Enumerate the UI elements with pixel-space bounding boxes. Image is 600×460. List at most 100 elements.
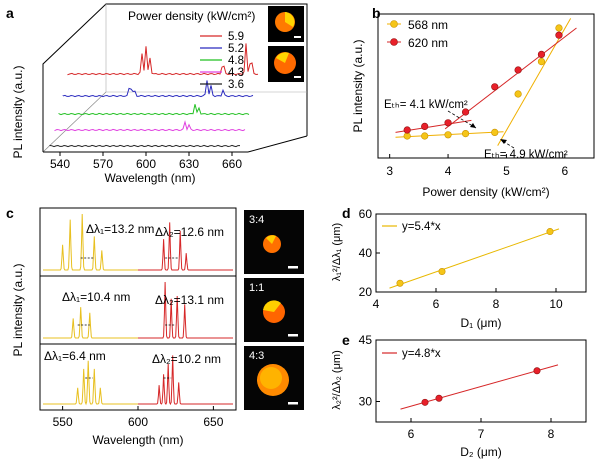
panel-d-ytick-label: 40 [359,246,373,260]
panel-c-xtick-label: 550 [53,415,73,429]
panel-d-point [546,228,554,236]
panel-label-c: c [6,205,14,221]
panel-b-xtick-label: 6 [561,164,568,178]
legend-label-5.2: 5.2 [228,43,244,55]
panel-d-ytick-label: 20 [359,285,373,299]
point-568 [403,132,411,140]
panel-d-xlabel: D₁ (μm) [461,316,502,330]
panel-e-point [533,367,541,375]
image-row3-scalebar [288,402,298,405]
panel-e-ytick-label: 45 [359,333,373,347]
panel-d-legend: y=5.4*x [382,221,441,233]
delta-lambda1-row3: Δλ₁=6.4 nm [44,349,106,363]
panel-e-point [435,394,443,402]
annotation-eth-41-arrowhead [470,123,476,128]
legend-label-5.9: 5.9 [228,31,244,43]
panel-b-xlabel: Power density (kW/cm²) [422,185,549,199]
panel-label-e: e [342,332,350,348]
image-row2-yellow [263,300,281,312]
panel-c-images: 3:4 1:1 4:3 [244,210,304,410]
image-row1-scalebar [288,266,298,269]
panel-d-point [396,279,404,287]
image-row1-ratio: 3:4 [249,214,264,226]
panel-b-frame [377,13,595,159]
inset-bottom-scalebar [294,76,301,78]
panel-d-xtick-label: 6 [433,297,440,311]
panel-d-point [438,268,446,276]
panel-e-legend: y=4.8*x [382,348,441,360]
legend-568-marker [390,20,398,28]
image-row1-yellow [266,235,276,244]
spectrum-red-row3 [138,355,233,406]
panel-label-a: a [6,5,14,21]
panel-e-plot [400,364,559,410]
panel-a-ylabel: PL intensity (a.u.) [11,66,25,159]
panel-a-legend-title: Power density (kW/cm²) [128,9,255,23]
spectrum-yellow-row2 [43,307,138,339]
point-620 [555,31,563,39]
spectrum-yellow-row1 [43,213,138,271]
delta-lambda2-row2: Δλ₂=13.1 nm [155,293,224,307]
panel-d-ytick-label: 60 [359,207,373,221]
spectrum-yellow-row3 [43,360,138,406]
spectrum-5.2 [62,80,254,98]
panel-a-insets [268,6,304,82]
panel-d-legend-label: y=5.4*x [402,221,441,233]
panel-d-xtick-label: 10 [549,297,563,311]
panel-e-ylabel: λ₂²/Δλ₂ (μm) [331,350,343,410]
panel-a-xtick-label: 600 [136,157,156,171]
panel-c-row2-frame [39,275,237,345]
inset-top-yellow [285,12,295,27]
spectrum-3.6 [49,144,240,148]
point-620 [421,122,429,130]
frame-right-edge [247,135,308,153]
panel-c-xlabel: Wavelength (nm) [93,433,184,447]
image-row2-ratio: 1:1 [249,282,264,294]
panel-d-ylabel: λ₁²/Δλ₁ (μm) [331,223,343,281]
spectrum-5.9 [67,43,259,76]
point-568 [491,128,499,136]
annotation-eth-41: Eₜₕ= 4.1 kW/cm² [384,99,468,111]
panel-label-b: b [372,5,381,21]
point-568 [461,130,470,138]
panel-e-legend-label: y=4.8*x [402,348,441,360]
legend-label-4.3: 4.3 [228,67,244,79]
panel-d-plot [389,228,560,289]
panel-label-d: d [342,205,351,221]
frame-depth-edge [42,91,107,153]
panel-b-ylabel: PL intensity (a.u.) [351,40,365,133]
panel-a-xtick-label: 660 [222,157,242,171]
panel-b-legend: 568 nm 620 nm [387,18,448,50]
annotation-eth-49-arrowhead [500,139,507,144]
point-620 [491,83,499,91]
panel-c-labels: Δλ₁=13.2 nm Δλ₂=12.6 nm Δλ₁=10.4 nm Δλ₂=13.… [44,222,224,379]
point-620 [444,119,452,127]
image-row3-ratio: 4:3 [249,350,264,362]
delta-lambda2-row3: Δλ₂=10.2 nm [152,352,221,366]
panel-a-xticks: 540 570 600 630 660 [50,152,242,171]
annotation-eth-41-arrow [447,110,477,129]
point-568 [555,24,563,32]
panel-b-xtick-label: 3 [386,164,393,178]
panel-c-xtick-label: 600 [128,415,148,429]
spectrum-red-row2 [138,281,233,339]
panel-b-points [403,24,563,140]
point-568 [444,131,452,139]
panel-c-xticks: 550 600 650 [53,406,224,429]
panel-b-xtick-label: 5 [503,164,510,178]
legend-568-label: 568 nm [408,18,448,32]
panel-d-ticks: 4 6 8 10 20 40 60 [359,207,563,311]
panel-d-xtick-label: 8 [493,297,500,311]
spectrum-red-row1 [138,222,233,271]
point-568 [537,57,546,66]
delta-lambda1-row2: Δλ₁=10.4 nm [62,290,130,304]
panel-e-point [421,398,429,406]
panel-a-xtick-label: 540 [50,157,70,171]
image-row2-scalebar [288,334,298,337]
panel-c-xtick-label: 650 [203,415,223,429]
panel-e-xlabel: D₂ (μm) [460,445,502,459]
legend-620-marker [390,38,398,46]
panel-b-ticks: 3 4 5 6 [386,154,568,178]
inset-bottom-yellow [276,52,289,63]
